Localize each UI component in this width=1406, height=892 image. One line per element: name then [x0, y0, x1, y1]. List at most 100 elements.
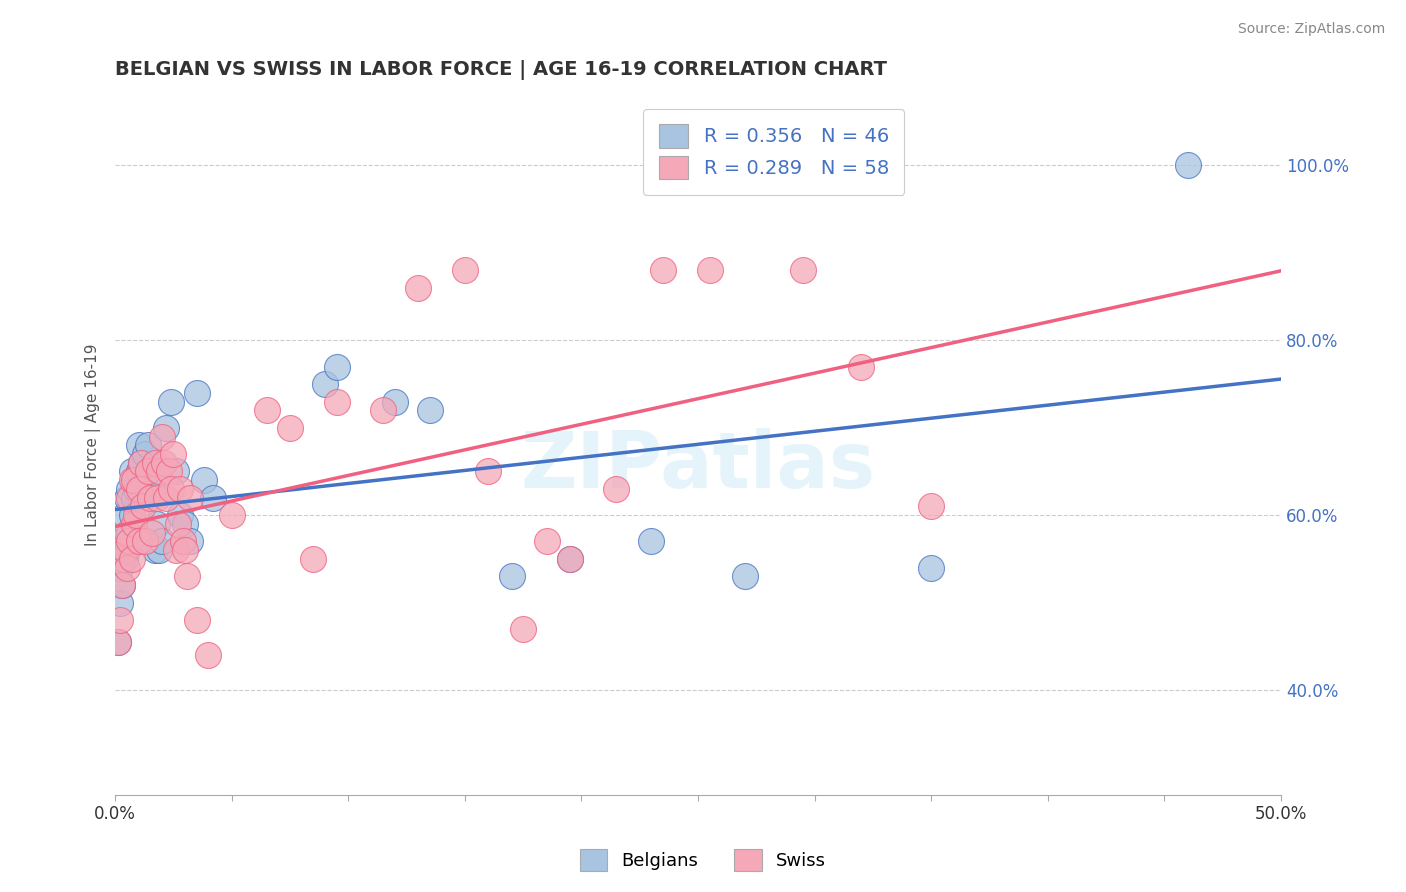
- Point: [128, 465, 150, 479]
- Point: [132, 500, 155, 514]
- Point: [125, 508, 148, 523]
- Y-axis label: In Labor Force | Age 16-19: In Labor Force | Age 16-19: [86, 344, 101, 547]
- Point: [454, 263, 477, 277]
- Point: [129, 456, 152, 470]
- Point: [150, 429, 173, 443]
- Point: [118, 525, 141, 540]
- Point: [920, 500, 942, 514]
- Point: [134, 534, 156, 549]
- Point: [202, 491, 225, 505]
- Point: [148, 465, 170, 479]
- Point: [792, 263, 814, 277]
- Point: [139, 465, 162, 479]
- Point: [605, 482, 627, 496]
- Point: [160, 482, 183, 496]
- Point: [136, 465, 159, 479]
- Point: [558, 552, 581, 566]
- Point: [108, 560, 131, 574]
- Point: [920, 560, 942, 574]
- Point: [155, 421, 177, 435]
- Point: [193, 473, 215, 487]
- Point: [169, 482, 191, 496]
- Point: [146, 516, 169, 531]
- Point: [129, 456, 152, 470]
- Point: [174, 543, 197, 558]
- Point: [122, 473, 145, 487]
- Text: BELGIAN VS SWISS IN LABOR FORCE | AGE 16-19 CORRELATION CHART: BELGIAN VS SWISS IN LABOR FORCE | AGE 16…: [115, 60, 887, 79]
- Point: [108, 613, 131, 627]
- Point: [652, 263, 675, 277]
- Point: [169, 508, 191, 523]
- Point: [699, 263, 721, 277]
- Point: [179, 534, 201, 549]
- Point: [136, 438, 159, 452]
- Point: [325, 359, 347, 374]
- Text: ZIPatlas: ZIPatlas: [520, 428, 876, 504]
- Point: [256, 403, 278, 417]
- Point: [221, 508, 243, 523]
- Legend: R = 0.356   N = 46, R = 0.289   N = 58: R = 0.356 N = 46, R = 0.289 N = 58: [644, 109, 904, 195]
- Point: [373, 403, 395, 417]
- Point: [134, 447, 156, 461]
- Point: [128, 534, 150, 549]
- Point: [157, 465, 180, 479]
- Point: [384, 394, 406, 409]
- Point: [121, 552, 143, 566]
- Point: [536, 534, 558, 549]
- Point: [148, 543, 170, 558]
- Point: [186, 385, 208, 400]
- Point: [1177, 158, 1199, 172]
- Point: [115, 560, 138, 574]
- Point: [141, 482, 163, 496]
- Point: [114, 508, 136, 523]
- Point: [851, 359, 873, 374]
- Point: [107, 635, 129, 649]
- Point: [108, 596, 131, 610]
- Point: [314, 377, 336, 392]
- Point: [150, 534, 173, 549]
- Legend: Belgians, Swiss: Belgians, Swiss: [572, 842, 834, 879]
- Point: [107, 635, 129, 649]
- Point: [115, 491, 138, 505]
- Point: [111, 552, 134, 566]
- Point: [128, 438, 150, 452]
- Point: [118, 491, 141, 505]
- Point: [141, 525, 163, 540]
- Point: [153, 456, 176, 470]
- Point: [179, 491, 201, 505]
- Point: [302, 552, 325, 566]
- Point: [143, 543, 166, 558]
- Point: [146, 491, 169, 505]
- Point: [172, 534, 194, 549]
- Point: [132, 482, 155, 496]
- Point: [114, 552, 136, 566]
- Point: [419, 403, 441, 417]
- Point: [122, 516, 145, 531]
- Point: [176, 569, 198, 583]
- Point: [167, 516, 190, 531]
- Point: [139, 491, 162, 505]
- Point: [122, 491, 145, 505]
- Point: [174, 516, 197, 531]
- Point: [115, 543, 138, 558]
- Point: [160, 394, 183, 409]
- Point: [640, 534, 662, 549]
- Point: [408, 281, 430, 295]
- Point: [501, 569, 523, 583]
- Point: [186, 613, 208, 627]
- Point: [121, 465, 143, 479]
- Point: [128, 482, 150, 496]
- Point: [197, 648, 219, 662]
- Point: [111, 578, 134, 592]
- Point: [162, 447, 184, 461]
- Point: [115, 525, 138, 540]
- Point: [114, 543, 136, 558]
- Point: [734, 569, 756, 583]
- Point: [165, 543, 187, 558]
- Text: Source: ZipAtlas.com: Source: ZipAtlas.com: [1237, 22, 1385, 37]
- Point: [111, 578, 134, 592]
- Point: [558, 552, 581, 566]
- Point: [165, 465, 187, 479]
- Point: [155, 491, 177, 505]
- Point: [121, 508, 143, 523]
